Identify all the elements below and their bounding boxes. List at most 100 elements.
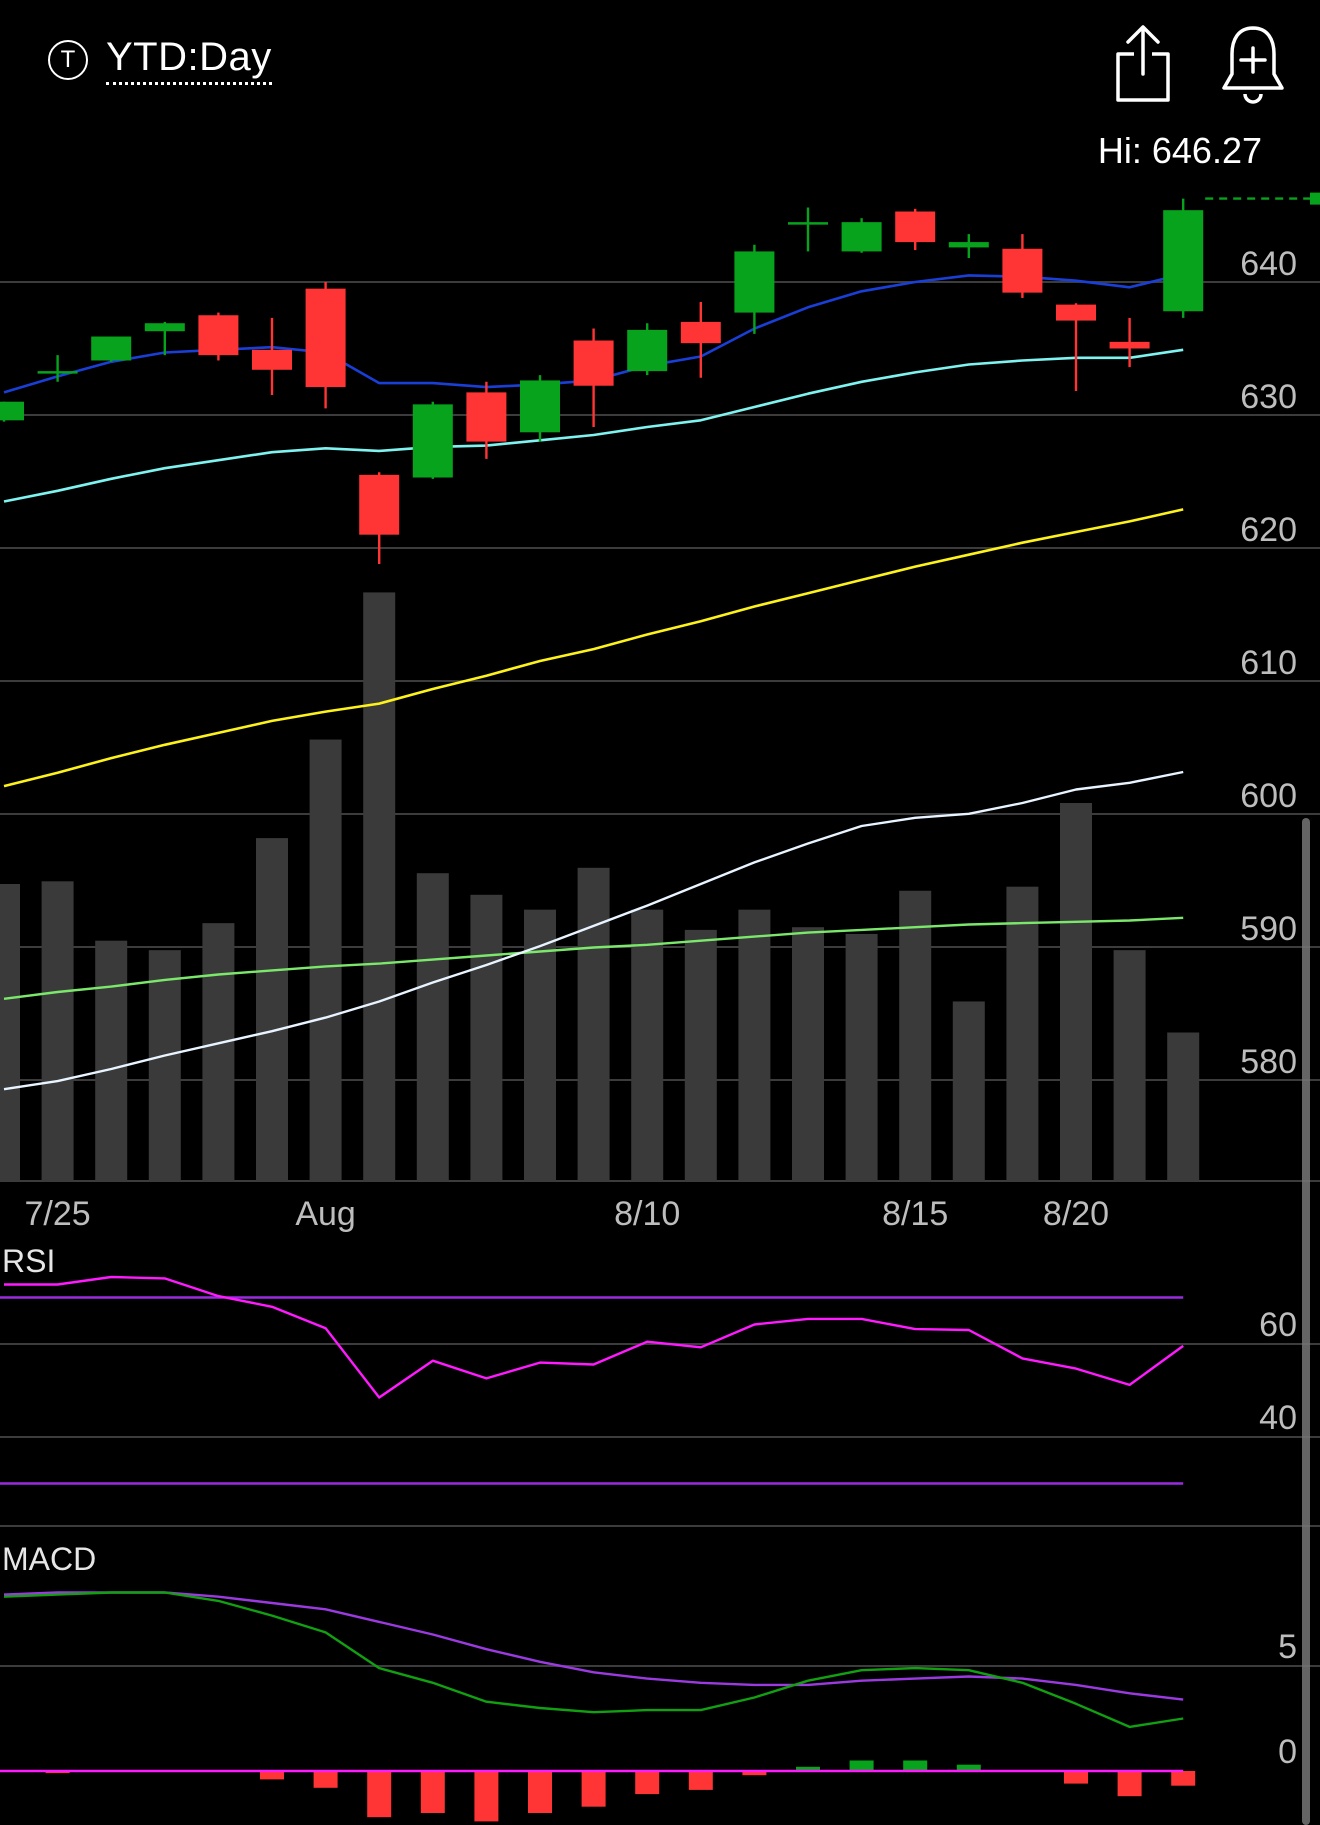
- candlesticks: [0, 192, 1320, 564]
- volume-bar: [416, 873, 449, 1181]
- candle: [37, 355, 78, 382]
- candle-body: [359, 474, 400, 535]
- candle: [1056, 303, 1096, 392]
- candle: [198, 312, 239, 361]
- chart-header: T YTD:Day Hi: 646.27: [0, 0, 1320, 171]
- volume-moving-averages: [3, 770, 1184, 1091]
- candle-body: [1163, 210, 1204, 312]
- candle-body: [680, 321, 721, 344]
- macd-tick-label: 5: [1278, 1628, 1297, 1666]
- volume-ma-green-line: [3, 916, 1184, 1000]
- candle: [948, 234, 989, 259]
- candle: [734, 244, 775, 334]
- macd-panel: MACD 5 0: [0, 1541, 1320, 1822]
- macd-histogram-bar: [1171, 1771, 1196, 1786]
- bell-plus-icon[interactable]: [1218, 22, 1288, 104]
- candle: [252, 317, 292, 396]
- macd-signal-line: [3, 1591, 1184, 1701]
- period-selector[interactable]: YTD:Day: [106, 34, 272, 85]
- ticker-badge[interactable]: T: [48, 40, 88, 80]
- candle: [841, 218, 882, 253]
- candle-body: [412, 404, 453, 478]
- volume-bar: [738, 909, 771, 1181]
- macd-histogram-bar: [1117, 1771, 1142, 1797]
- volume-bar: [631, 909, 664, 1181]
- candle-body: [1109, 341, 1150, 349]
- volume-bar: [95, 940, 128, 1181]
- candle-body: [37, 371, 78, 374]
- candle: [1109, 317, 1150, 368]
- macd-histogram-bar: [260, 1771, 284, 1780]
- volume-bar: [470, 894, 503, 1181]
- macd-histogram-bar: [474, 1771, 499, 1822]
- candle-body: [627, 329, 668, 372]
- volume-bar: [0, 884, 20, 1181]
- date-tick-label: 8/20: [1043, 1195, 1109, 1233]
- macd-histogram-bar: [635, 1771, 660, 1795]
- candle-body: [252, 349, 292, 370]
- rsi-tick-label: 40: [1259, 1399, 1297, 1437]
- candle-body: [841, 222, 882, 252]
- volume-bar: [1060, 803, 1092, 1181]
- rsi-title: RSI: [2, 1243, 55, 1279]
- date-tick-label: Aug: [295, 1195, 356, 1233]
- candle: [680, 301, 721, 378]
- candle-body: [895, 211, 936, 243]
- share-icon[interactable]: [1110, 22, 1176, 104]
- macd-histogram-bar: [956, 1764, 981, 1771]
- macd-histogram-bar: [313, 1771, 338, 1788]
- macd-tick-label: 0: [1278, 1733, 1297, 1771]
- candle-body: [1056, 304, 1096, 321]
- candle: [305, 282, 346, 409]
- candle: [0, 401, 24, 422]
- ma-cyan-line: [3, 348, 1184, 503]
- candle-body: [734, 251, 775, 313]
- volume-bar: [41, 881, 74, 1181]
- macd-histogram-bar: [581, 1771, 606, 1807]
- candle-body: [144, 323, 185, 332]
- volume-bar: [148, 950, 181, 1181]
- macd-histogram-bar: [1064, 1771, 1088, 1784]
- price-tick-label: 590: [1240, 910, 1297, 948]
- volume-bar: [952, 1001, 985, 1181]
- date-tick-label: 7/25: [25, 1195, 91, 1233]
- price-tick-label: 580: [1240, 1043, 1297, 1081]
- macd-line: [3, 1591, 1184, 1729]
- candle: [466, 381, 507, 459]
- volume-bar: [684, 929, 717, 1181]
- price-tick-label: 610: [1240, 644, 1297, 682]
- candle-body: [948, 242, 989, 248]
- vertical-scrollbar[interactable]: [1302, 818, 1310, 1825]
- rsi-tick-label: 60: [1259, 1306, 1297, 1344]
- volume-bar: [256, 838, 288, 1181]
- volume-bar: [577, 867, 610, 1181]
- candle: [359, 472, 400, 564]
- volume-bars: [0, 592, 1200, 1181]
- price-axis-labels: 640 630 620 610 600 590 580: [1240, 245, 1297, 1081]
- macd-histogram-bar: [796, 1766, 820, 1771]
- hi-price-marker: [1310, 192, 1320, 205]
- candle: [520, 375, 560, 442]
- price-tick-label: 640: [1240, 245, 1297, 283]
- price-tick-label: 600: [1240, 777, 1297, 815]
- candle: [1163, 198, 1204, 318]
- candle: [788, 207, 828, 252]
- candle-body: [520, 380, 560, 433]
- volume-bar: [309, 739, 342, 1181]
- macd-histogram-bar: [367, 1771, 392, 1818]
- macd-histogram-bar: [420, 1771, 445, 1813]
- macd-histogram-bar: [849, 1760, 874, 1771]
- volume-bar: [363, 592, 396, 1181]
- volume-bar: [202, 923, 235, 1181]
- date-tick-label: 8/15: [882, 1195, 948, 1233]
- candle: [412, 401, 453, 479]
- volume-bar: [1167, 1032, 1200, 1181]
- macd-histogram-bar: [903, 1760, 928, 1771]
- candle: [144, 321, 185, 356]
- candle-body: [305, 288, 346, 388]
- date-tick-label: 8/10: [614, 1195, 680, 1233]
- volume-ma-white-line: [3, 770, 1184, 1091]
- candle: [1002, 234, 1043, 298]
- volume-bar: [1006, 886, 1039, 1181]
